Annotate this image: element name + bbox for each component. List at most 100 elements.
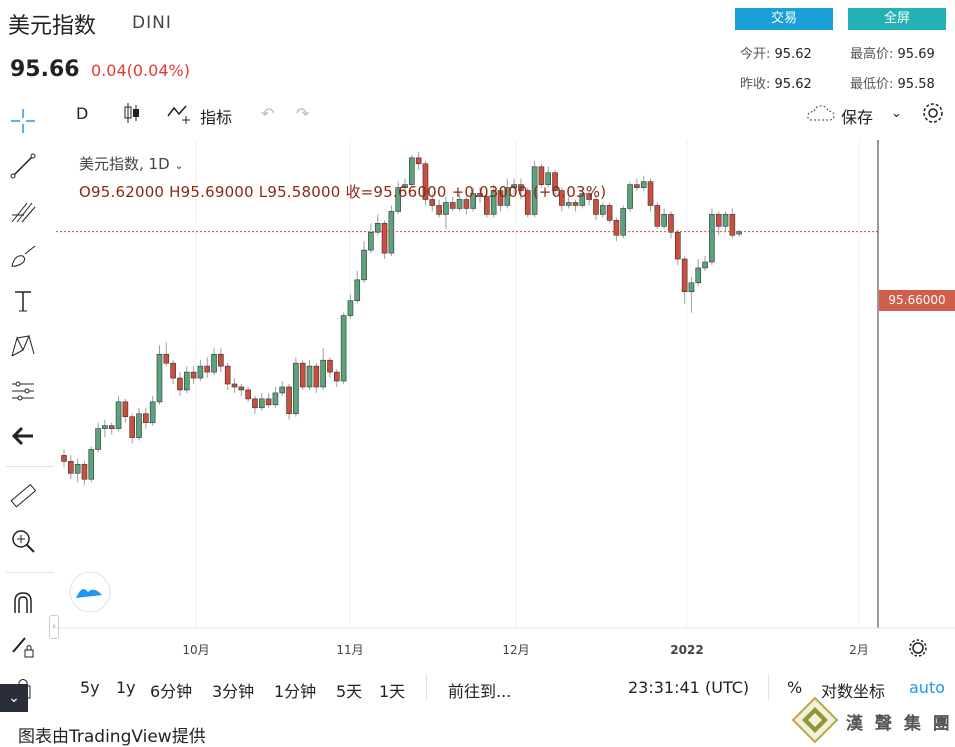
range-5d[interactable]: 5天 [336,682,363,701]
axis-settings-icon[interactable] [909,639,927,657]
candle [456,199,463,209]
range-3min[interactable]: 3分钟 [212,682,255,701]
candle [518,184,524,191]
candle [143,413,149,423]
chevron-down-icon[interactable]: ⌄ [174,159,184,172]
candle [347,300,354,316]
redo-icon[interactable]: ↷ [296,104,310,123]
indicators-icon[interactable] [166,102,192,128]
candle [231,383,238,388]
brush-icon[interactable] [8,241,38,271]
auto-scale-toggle[interactable]: auto [909,678,946,697]
candle [524,190,531,215]
candle [422,163,429,200]
settings-icon[interactable] [921,101,945,129]
candle [190,371,197,379]
tv-logo-icon [76,589,102,598]
divider [426,674,427,700]
cloud-icon[interactable] [806,102,836,128]
candle [572,202,579,206]
fullscreen-button[interactable]: 全屏 [848,8,946,30]
candle [245,389,251,400]
candle [374,223,381,233]
candle [368,231,374,251]
candle [681,258,688,293]
candle [497,190,504,206]
candle [156,353,163,403]
candle [293,362,299,415]
candle [224,365,231,385]
crosshair-icon[interactable] [8,106,38,136]
pattern-icon[interactable] [8,331,38,361]
candle [504,187,511,206]
stat-prev-close: 昨收: 95.62 [740,77,812,92]
log-scale-toggle[interactable]: 对数坐标 [821,682,886,701]
candle [320,359,326,388]
percent-toggle[interactable]: % [787,678,803,697]
candle [586,193,592,200]
candle [709,214,715,263]
trend-line-icon[interactable] [8,151,38,181]
ohlc-legend: O95.62000 H95.69000 L95.58000 收=95.66000… [79,183,607,201]
candle [136,413,142,438]
stat-low: 最低价: 95.58 [850,77,935,92]
candlestick-chart[interactable]: 10月 11月 12月 2022 2月 [56,140,955,665]
candle [252,398,258,409]
save-button[interactable]: 保存 [841,108,874,127]
pitchfork-icon[interactable] [8,196,38,226]
trade-button[interactable]: 交易 [735,8,833,30]
candle [702,261,708,269]
candle [272,392,279,406]
toolbar-divider [6,572,54,573]
candle [715,214,722,227]
range-5y[interactable]: 5y [80,678,100,697]
candle [211,353,217,373]
goto-button[interactable]: 前往到... [448,682,512,701]
candle [381,223,388,254]
candle [511,184,517,188]
candle [170,362,176,379]
candle [579,193,586,206]
candle [552,172,558,191]
candle [388,211,395,254]
magnet-icon[interactable] [8,588,38,618]
candle [470,193,477,209]
collapse-toolbar-icon[interactable]: ⌄ [0,684,28,712]
candle [463,199,470,209]
x-tick-label: 11月 [336,643,363,657]
candle [606,205,613,221]
symbol-code: DINI [132,13,172,33]
candle [333,371,340,382]
x-tick-label: 2022 [670,643,703,657]
range-1min[interactable]: 1分钟 [274,682,317,701]
undo-icon[interactable]: ↶ [261,104,275,123]
series-legend[interactable]: 美元指数, 1D ⌄ [79,155,184,173]
attribution: 图表由TradingView提供 [18,727,206,747]
measure-lines-icon[interactable] [8,376,38,406]
chevron-down-icon[interactable]: ⌄ [891,106,902,121]
indicators-button[interactable]: 指标 [200,108,233,127]
zoom-in-icon[interactable] [8,526,38,556]
candle [68,461,74,474]
candle [674,231,681,260]
range-1y[interactable]: 1y [116,678,136,697]
interval-selector[interactable]: D [76,104,89,123]
candle [443,202,449,215]
clock-time: 23:31:41 (UTC) [628,678,750,697]
arrow-left-icon[interactable] [8,421,38,451]
candle [409,157,415,185]
company-name: 漢 聲 集 團 [846,714,953,734]
candles-icon[interactable] [122,101,142,129]
candle [429,199,436,206]
range-6min[interactable]: 6分钟 [150,682,193,701]
x-tick-label: 10月 [182,643,209,657]
ruler-icon[interactable] [8,481,38,511]
expand-handle-icon[interactable]: ‹ [49,615,59,639]
company-logo-icon [791,696,839,744]
range-1d[interactable]: 1天 [379,682,406,701]
text-tool-icon[interactable] [8,286,38,316]
candle [265,398,272,406]
lock-pencil-icon[interactable] [8,631,38,661]
toolbar-divider [6,466,54,467]
candle [279,386,286,394]
